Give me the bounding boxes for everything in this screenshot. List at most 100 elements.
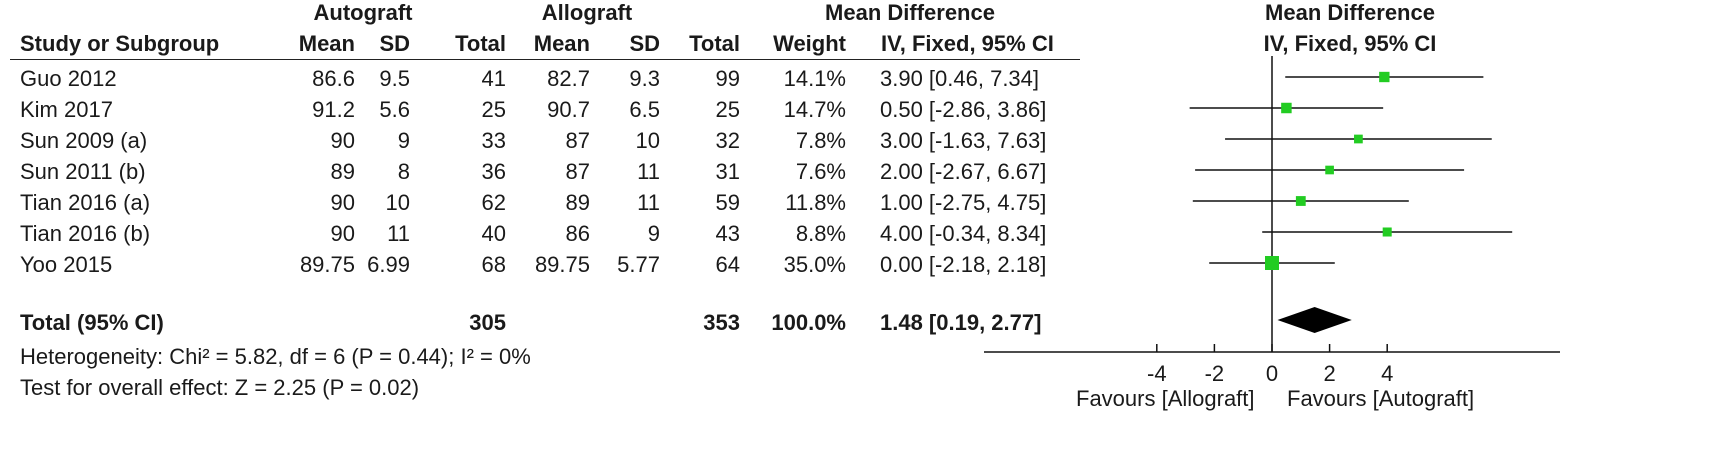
total2-cell: 31 [715,159,740,184]
sd2-cell: 6.5 [629,97,660,122]
sd2-cell: 11 [637,159,660,184]
total1-cell: 33 [481,128,506,153]
weight-cell: 7.8% [795,128,846,153]
study-marker [1295,196,1306,206]
total2-header: Total [689,31,740,56]
total2-cell: 64 [715,252,740,277]
mean1-cell: 90 [330,190,355,215]
sd2-cell: 9 [647,221,660,246]
mean1-cell: 89.75 [299,252,355,277]
total2-cell: 25 [715,97,740,122]
study-marker [1281,102,1292,114]
study-name: Sun 2011 (b) [20,159,146,184]
x-tick-label: -2 [1205,361,1225,386]
study-name: Sun 2009 (a) [20,128,148,153]
total2-sum: 353 [703,310,740,335]
mean2-cell: 89.75 [534,252,590,277]
study-marker [1379,71,1390,83]
sd2-cell: 5.77 [617,252,660,277]
weight-cell: 7.6% [795,159,846,184]
plot-header: Mean Difference [1265,0,1435,25]
total2-cell: 32 [715,128,740,153]
group1-header: Autograft [313,0,413,25]
sd1-cell: 9 [397,128,410,153]
favours-right-label: Favours [Autograft] [1287,386,1475,411]
mean1-cell: 86.6 [312,66,355,91]
header-divider [10,59,1080,60]
mean1-cell: 91.2 [312,97,355,122]
weight-header: Weight [773,31,846,56]
total2-cell: 59 [715,190,740,215]
weight-cell: 14.7% [783,97,846,122]
md-subheader: IV, Fixed, 95% CI [881,31,1054,56]
mean2-header: Mean [533,31,590,56]
mean1-header: Mean [298,31,355,56]
study-marker [1354,134,1363,144]
total1-cell: 68 [481,252,506,277]
sd1-cell: 5.6 [379,97,410,122]
md-ci-cell: 0.00 [-2.18, 2.18] [880,252,1047,277]
sd1-cell: 8 [397,159,410,184]
study-name: Kim 2017 [20,97,113,122]
total1-cell: 25 [481,97,506,122]
overall-effect-text: Test for overall effect: Z = 2.25 (P = 0… [20,375,420,400]
plot-subheader: IV, Fixed, 95% CI [1263,31,1437,56]
total1-header: Total [455,31,506,56]
weight-cell: 14.1% [783,66,846,91]
study-marker [1265,256,1279,270]
md-column-header: Mean Difference [825,0,995,25]
mean1-cell: 89 [330,159,355,184]
md-ci-cell: 3.00 [-1.63, 7.63] [880,128,1047,153]
md-ci-cell: 4.00 [-0.34, 8.34] [880,221,1047,246]
weight-cell: 35.0% [783,252,846,277]
study-name: Tian 2016 (a) [20,190,151,215]
md-ci-cell: 3.90 [0.46, 7.34] [880,66,1040,91]
favours-left-label: Favours [Allograft] [1076,386,1255,411]
heterogeneity-text: Heterogeneity: Chi² = 5.82, df = 6 (P = … [20,344,531,369]
sd2-cell: 9.3 [629,66,660,91]
total1-cell: 62 [481,190,506,215]
sd1-cell: 11 [387,221,410,246]
sd1-cell: 9.5 [379,66,410,91]
study-name: Guo 2012 [20,66,117,91]
weight-cell: 11.8% [785,190,846,215]
mean2-cell: 89 [565,190,590,215]
mean2-cell: 82.7 [547,66,590,91]
md-ci-cell: 2.00 [-2.67, 6.67] [880,159,1047,184]
mean1-cell: 90 [330,221,355,246]
study-marker [1325,165,1334,175]
total-weight: 100.0% [771,310,846,335]
mean2-cell: 87 [565,159,590,184]
total-ci: 1.48 [0.19, 2.77] [880,310,1042,335]
total1-cell: 36 [481,159,506,184]
sd2-cell: 10 [635,128,660,153]
group2-header: Allograft [541,0,633,25]
mean2-cell: 86 [565,221,590,246]
mean1-cell: 90 [330,128,355,153]
total2-cell: 43 [715,221,740,246]
total1-sum: 305 [469,310,506,335]
x-tick-label: 2 [1323,361,1335,386]
md-ci-cell: 1.00 [-2.75, 4.75] [880,190,1047,215]
sd1-cell: 6.99 [367,252,410,277]
x-tick-label: 4 [1381,361,1393,386]
total1-cell: 40 [481,221,506,246]
pooled-diamond [1277,307,1352,333]
total1-cell: 41 [481,66,506,91]
md-ci-cell: 0.50 [-2.86, 3.86] [880,97,1047,122]
sd2-header: SD [629,31,660,56]
total-label: Total (95% CI) [20,310,164,335]
mean2-cell: 87 [565,128,590,153]
total2-cell: 99 [715,66,740,91]
study-column-header: Study or Subgroup [20,31,220,56]
sd1-header: SD [379,31,410,56]
x-tick-label: -4 [1147,361,1167,386]
weight-cell: 8.8% [795,221,846,246]
mean2-cell: 90.7 [547,97,590,122]
study-marker [1382,227,1392,237]
study-name: Yoo 2015 [20,252,113,277]
sd1-cell: 10 [385,190,410,215]
sd2-cell: 11 [637,190,660,215]
study-name: Tian 2016 (b) [20,221,151,246]
